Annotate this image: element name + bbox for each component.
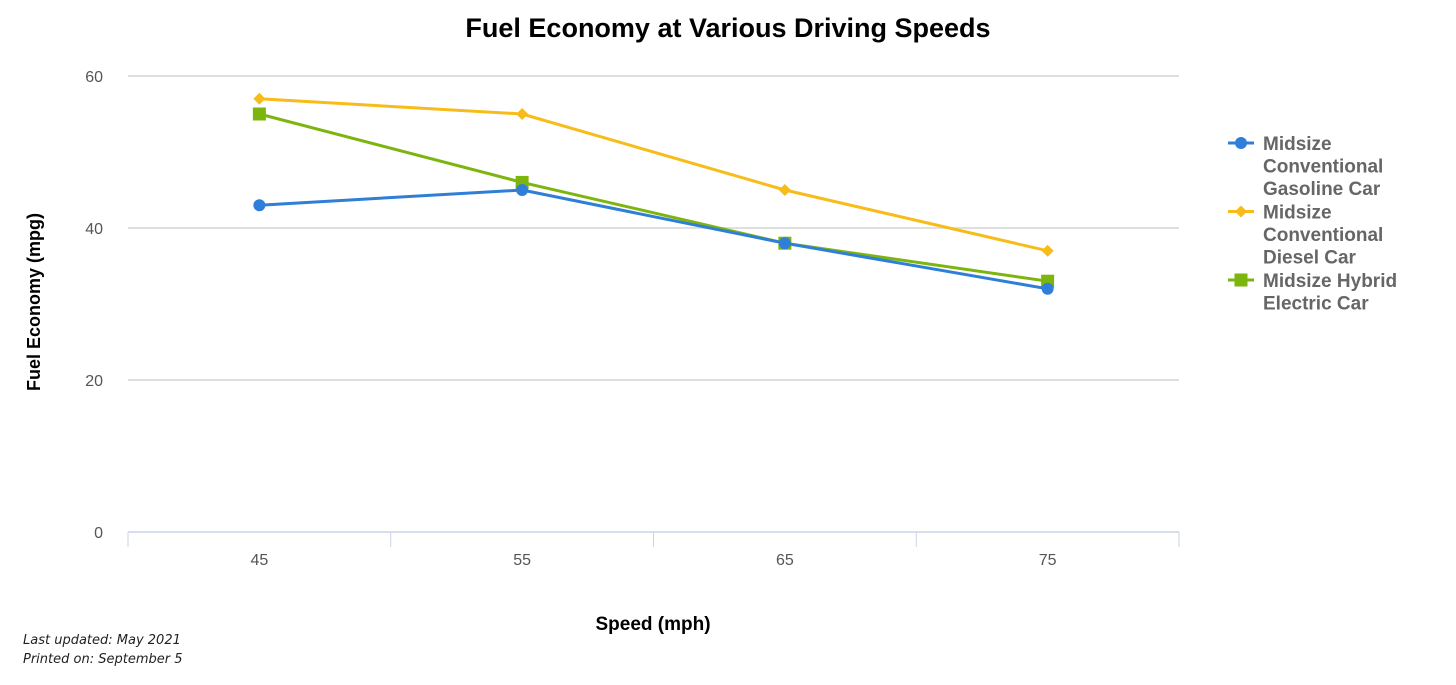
data-point	[516, 184, 529, 196]
axes: 0 20 40 60 45 55 65 75	[85, 69, 1180, 569]
legend-label: Midsize Conventional Gasoline Car	[1263, 134, 1383, 200]
legend-label-line: Diesel Car	[1263, 248, 1357, 269]
legend-label-line: Midsize Hybrid	[1263, 271, 1397, 292]
data-point	[253, 92, 266, 105]
legend-label: Midsize Conventional Diesel Car	[1263, 203, 1383, 269]
x-tick-label: 45	[250, 552, 268, 569]
y-tick-label: 40	[85, 221, 103, 238]
data-point	[252, 107, 266, 121]
grid	[128, 75, 1179, 381]
series-line	[259, 97, 1048, 253]
legend-label: Midsize Hybrid Electric Car	[1263, 271, 1397, 315]
data-point	[1041, 244, 1054, 257]
last-updated-note: Last updated: May 2021	[23, 633, 181, 648]
x-tick-label: 75	[1039, 552, 1057, 569]
data-point	[516, 108, 529, 120]
series-line	[258, 112, 1048, 283]
printed-on-note: Printed on: September 5	[23, 652, 183, 667]
x-axis-label: Speed (mph)	[595, 614, 710, 635]
legend-label-line: Midsize	[1263, 134, 1332, 155]
legend-label-line: Conventional	[1263, 157, 1383, 178]
x-tick-label: 55	[513, 552, 531, 569]
legend-label-line: Conventional	[1263, 225, 1383, 246]
data-point	[253, 199, 266, 212]
data-point	[1041, 282, 1054, 295]
data-point	[778, 237, 791, 250]
y-tick-label: 20	[85, 373, 103, 390]
legend-symbol-marker	[1235, 205, 1247, 218]
legend-label-line: Gasoline Car	[1263, 179, 1381, 200]
legend-symbol-marker	[1235, 137, 1247, 149]
y-axis-label: Fuel Economy (mpg)	[24, 213, 44, 391]
y-tick-label: 60	[85, 69, 103, 86]
y-tick-label: 0	[94, 525, 103, 542]
legend-symbol-marker	[1234, 273, 1248, 287]
chart-title: Fuel Economy at Various Driving Speeds	[465, 13, 990, 43]
series-line	[259, 188, 1048, 291]
legend-label-line: Midsize	[1263, 203, 1332, 224]
data-point	[778, 184, 791, 196]
x-tick-label: 65	[776, 552, 794, 569]
legend-label-line: Electric Car	[1263, 294, 1369, 315]
series-group	[252, 92, 1055, 295]
